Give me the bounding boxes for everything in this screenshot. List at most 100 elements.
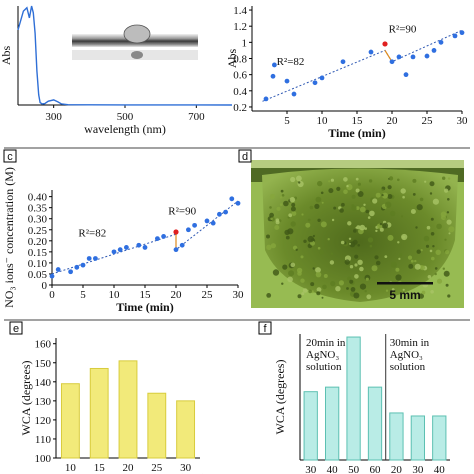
moss-texture-dot	[323, 274, 328, 278]
moss-texture-dot	[430, 217, 434, 221]
moss-texture-dot	[303, 239, 307, 243]
moss-texture-dot	[391, 288, 395, 291]
moss-texture-dot	[317, 180, 323, 187]
bar	[89, 367, 109, 459]
moss-texture-dot	[269, 206, 272, 209]
moss-texture-dot	[270, 217, 273, 221]
svg-text:e: e	[13, 323, 19, 335]
moss-texture-dot	[344, 259, 350, 265]
moss-texture-dot	[290, 262, 296, 268]
y-tick-label: 0.40	[28, 192, 48, 204]
moss-texture-dot	[272, 269, 280, 276]
moss-texture-dot	[307, 235, 314, 243]
moss-texture-dot	[296, 175, 302, 182]
data-point	[403, 72, 409, 78]
chart-b: 5 10 15 20 25 30 0.2 0.4 0.6 0.8 1 1.2 1.4 Time (min)…	[225, 5, 468, 140]
moss-texture-dot	[301, 213, 304, 216]
moss-texture-dot	[312, 234, 315, 238]
moss-texture-dot	[418, 293, 424, 299]
x-axis-label: wavelength (nm)	[84, 122, 166, 136]
moss-texture-dot	[399, 253, 403, 257]
moss-texture-dot	[421, 290, 426, 295]
y-axis-label: NO₃ ions⁻ concentration (M)	[2, 167, 16, 308]
moss-texture-dot	[341, 202, 345, 207]
moss-texture-dot	[284, 229, 290, 236]
bar	[325, 386, 340, 461]
x-tick-label: 15	[352, 115, 364, 127]
r-squared-label: R²=90	[389, 24, 417, 36]
data-point	[235, 200, 241, 206]
y-tick-label: 120	[35, 415, 52, 427]
moss-texture-dot	[434, 267, 438, 270]
x-tick-label: 30	[180, 462, 192, 474]
x-tick-label: 5	[284, 115, 290, 127]
y-tick-label: 0	[42, 280, 48, 292]
moss-texture-dot	[280, 189, 284, 193]
moss-texture-dot	[432, 245, 435, 248]
moss-texture-dot	[379, 227, 384, 232]
data-point	[124, 245, 129, 250]
moss-texture-dot	[375, 192, 381, 198]
moss-texture-dot	[381, 194, 384, 197]
y-tick-label: 150	[35, 358, 52, 370]
moss-texture-dot	[434, 272, 437, 276]
x-tick-label: 10	[109, 289, 121, 301]
moss-texture-dot	[410, 259, 414, 263]
moss-texture-dot	[359, 283, 367, 290]
y-tick-label: 0.4	[233, 86, 247, 98]
data-point	[396, 54, 402, 60]
moss-texture-dot	[281, 194, 285, 197]
moss-texture-dot	[443, 270, 450, 277]
bar	[432, 415, 447, 461]
moss-texture-dot	[336, 186, 341, 191]
moss-texture-dot	[415, 226, 418, 229]
y-tick-label: 1.4	[233, 5, 247, 17]
moss-texture-dot	[351, 204, 355, 208]
x-tick-label: 10	[317, 115, 329, 127]
bar	[303, 391, 318, 461]
panel-label-d: d	[238, 149, 252, 163]
moss-texture-dot	[352, 239, 358, 245]
panel-label-f: f	[258, 321, 272, 335]
moss-texture-dot	[288, 213, 293, 218]
moss-texture-dot	[355, 177, 359, 181]
moss-texture-dot	[446, 211, 450, 214]
moss-texture-dot	[316, 287, 322, 292]
data-point	[263, 96, 269, 102]
y-axis-label: Abs	[0, 46, 13, 66]
data-point	[284, 78, 290, 84]
y-tick-label: 160	[35, 339, 52, 351]
moss-texture-dot	[274, 225, 280, 230]
moss-texture-dot	[368, 179, 373, 183]
data-point	[161, 233, 167, 239]
data-point	[368, 49, 374, 55]
y-tick-label: 0.15	[28, 247, 48, 259]
data-point	[204, 218, 210, 224]
y-tick-label: 130	[35, 396, 52, 408]
data-point	[142, 245, 148, 250]
moss-texture-dot	[445, 250, 450, 255]
moss-texture-dot	[430, 290, 434, 294]
group-label: AgNO₃	[390, 349, 423, 361]
moss-texture-dot	[387, 234, 394, 241]
bar	[410, 415, 426, 461]
moss-texture-dot	[447, 294, 451, 298]
y-tick-label: 0.10	[28, 258, 48, 270]
data-point	[192, 222, 198, 228]
moss-texture-dot	[375, 229, 378, 233]
svg-text:f: f	[263, 323, 267, 335]
data-point	[173, 247, 179, 253]
moss-texture-dot	[379, 222, 383, 226]
chart-a: 300 500 700 wavelength (nm) Abs	[0, 5, 233, 136]
moss-texture-dot	[317, 218, 321, 222]
data-point	[459, 30, 465, 36]
x-tick-label: 25	[151, 462, 163, 474]
data-point	[93, 256, 98, 261]
moss-texture-dot	[401, 233, 408, 241]
moss-texture-dot	[320, 191, 324, 195]
data-point	[424, 53, 430, 59]
moss-texture-dot	[385, 201, 392, 208]
moss-texture-dot	[285, 235, 290, 240]
x-tick-label: 700	[188, 111, 205, 123]
